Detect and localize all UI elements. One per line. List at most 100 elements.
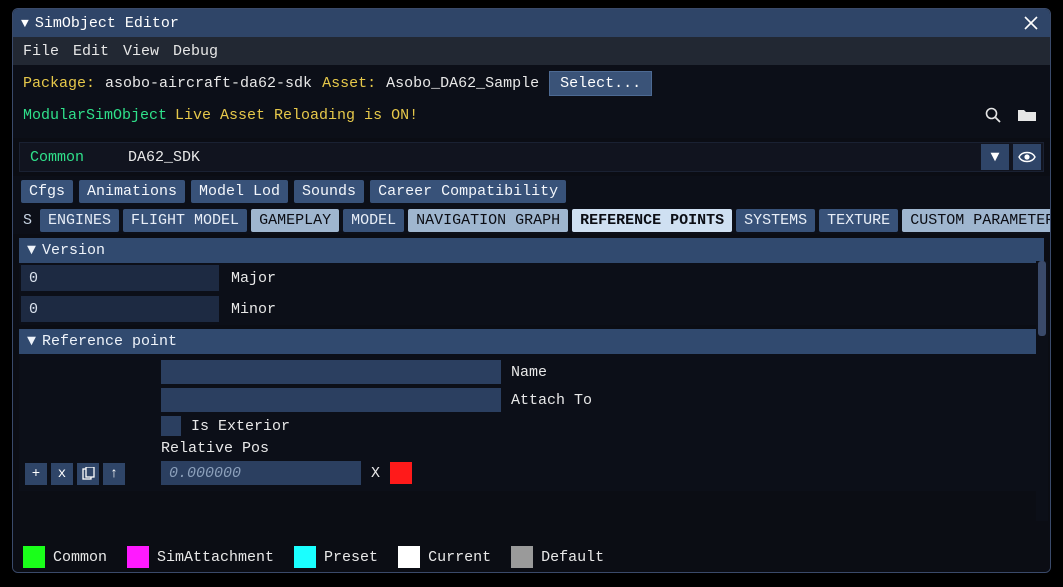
is-exterior-checkbox[interactable] [161, 416, 181, 436]
folder-icon [1017, 106, 1037, 124]
is-exterior-label: Is Exterior [191, 418, 290, 435]
legend-common-swatch [23, 546, 45, 568]
collapse-icon: ▼ [27, 333, 36, 350]
legend-common: Common [23, 546, 107, 568]
axis-x-label: X [371, 465, 380, 482]
folder-button[interactable] [1014, 102, 1040, 128]
menu-view[interactable]: View [123, 43, 159, 60]
selector-row: Common DA62_SDK ▼ [19, 142, 1044, 172]
legend-preset-label: Preset [324, 549, 378, 566]
version-major-label: Major [221, 270, 286, 287]
tab-sounds[interactable]: Sounds [294, 180, 364, 203]
sub-tabs: S ENGINES FLIGHT MODEL GAMEPLAY MODEL NA… [13, 207, 1050, 234]
scrollbar-thumb[interactable] [1038, 261, 1046, 336]
legend-default-swatch [511, 546, 533, 568]
tab-career-compat[interactable]: Career Compatibility [370, 180, 566, 203]
legend-common-label: Common [53, 549, 107, 566]
close-icon [1023, 15, 1039, 31]
asset-label: Asset: [322, 75, 376, 92]
selector-visibility[interactable] [1013, 144, 1041, 170]
copy-icon [81, 467, 95, 481]
version-major-row: 0 Major [19, 263, 1044, 294]
subtab-engines[interactable]: ENGINES [40, 209, 119, 232]
menu-file[interactable]: File [23, 43, 59, 60]
select-button[interactable]: Select... [549, 71, 652, 96]
search-button[interactable] [980, 102, 1006, 128]
refpoint-header[interactable]: ▼ Reference point [19, 329, 1044, 354]
version-title: Version [42, 242, 105, 259]
subtab-navigation[interactable]: NAVIGATION GRAPH [408, 209, 568, 232]
tab-cfgs[interactable]: Cfgs [21, 180, 73, 203]
refpoint-exterior-row: Is Exterior [161, 416, 1038, 436]
legend-current: Current [398, 546, 491, 568]
refpoint-name-row: Name [161, 360, 1038, 384]
panel-scrollbar[interactable] [1036, 261, 1048, 521]
legend-current-label: Current [428, 549, 491, 566]
legend-simattachment-swatch [127, 546, 149, 568]
subtab-systems[interactable]: SYSTEMS [736, 209, 815, 232]
legend-default: Default [511, 546, 604, 568]
search-icon [984, 106, 1002, 124]
relative-pos-row: 0.000000 X [161, 461, 1038, 485]
subtab-edge-left: S [19, 210, 36, 231]
relative-pos-label: Relative Pos [161, 440, 269, 457]
modular-label: ModularSimObject [23, 107, 167, 124]
legend-simattachment-label: SimAttachment [157, 549, 274, 566]
package-label: Package: [23, 75, 95, 92]
version-minor-input[interactable]: 0 [21, 296, 219, 322]
relative-pos-x-input[interactable]: 0.000000 [161, 461, 361, 485]
refpoint-title: Reference point [42, 333, 177, 350]
refpoint-name-label: Name [511, 364, 547, 381]
legend: Common SimAttachment Preset Current Defa… [13, 542, 1050, 572]
legend-default-label: Default [541, 549, 604, 566]
remove-button[interactable]: x [51, 463, 73, 485]
legend-simattachment: SimAttachment [127, 546, 274, 568]
version-minor-row: 0 Minor [19, 294, 1044, 325]
subtab-texture[interactable]: TEXTURE [819, 209, 898, 232]
refpoint-body: + x ↑ Name [19, 354, 1044, 491]
eye-icon [1018, 150, 1036, 164]
titlebar: ▼ SimObject Editor [13, 9, 1050, 37]
collapse-icon: ▼ [27, 242, 36, 259]
selector-value: DA62_SDK [120, 149, 979, 166]
refpoint-name-input[interactable] [161, 360, 501, 384]
titlebar-collapse-icon[interactable]: ▼ [21, 16, 29, 31]
version-header[interactable]: ▼ Version [19, 238, 1044, 263]
menu-edit[interactable]: Edit [73, 43, 109, 60]
refpoint-list-controls: + x ↑ [25, 360, 155, 485]
version-major-input[interactable]: 0 [21, 265, 219, 291]
reload-status: Live Asset Reloading is ON! [175, 107, 418, 124]
tab-model-lod[interactable]: Model Lod [191, 180, 288, 203]
version-panel: ▼ Version 0 Major 0 Minor [19, 238, 1044, 325]
axis-x-color [390, 462, 412, 484]
tab-animations[interactable]: Animations [79, 180, 185, 203]
refpoint-panel: ▼ Reference point + x ↑ [19, 329, 1044, 491]
refpoint-relpos-label-row: Relative Pos [161, 440, 1038, 457]
subtab-gameplay[interactable]: GAMEPLAY [251, 209, 339, 232]
subtab-custom-params[interactable]: CUSTOM PARAMETERS [902, 209, 1050, 232]
copy-button[interactable] [77, 463, 99, 485]
menubar: File Edit View Debug [13, 37, 1050, 65]
up-button[interactable]: ↑ [103, 463, 125, 485]
legend-preset: Preset [294, 546, 378, 568]
close-button[interactable] [1020, 12, 1042, 34]
menu-debug[interactable]: Debug [173, 43, 218, 60]
main-tabs: Cfgs Animations Model Lod Sounds Career … [13, 176, 1050, 207]
legend-preset-swatch [294, 546, 316, 568]
selector-common-label: Common [20, 149, 120, 166]
package-value: asobo-aircraft-da62-sdk [105, 75, 312, 92]
subtab-flight-model[interactable]: FLIGHT MODEL [123, 209, 247, 232]
package-row: Package: asobo-aircraft-da62-sdk Asset: … [13, 65, 1050, 98]
legend-current-swatch [398, 546, 420, 568]
editor-window: ▼ SimObject Editor File Edit View Debug … [12, 8, 1051, 573]
asset-value: Asobo_DA62_Sample [386, 75, 539, 92]
refpoint-attach-input[interactable] [161, 388, 501, 412]
refpoint-attach-row: Attach To [161, 388, 1038, 412]
subtab-reference-points[interactable]: REFERENCE POINTS [572, 209, 732, 232]
refpoint-attach-label: Attach To [511, 392, 592, 409]
selector-dropdown[interactable]: ▼ [981, 144, 1009, 170]
window-title: SimObject Editor [35, 15, 1020, 32]
subtab-model[interactable]: MODEL [343, 209, 404, 232]
version-minor-label: Minor [221, 301, 286, 318]
add-button[interactable]: + [25, 463, 47, 485]
